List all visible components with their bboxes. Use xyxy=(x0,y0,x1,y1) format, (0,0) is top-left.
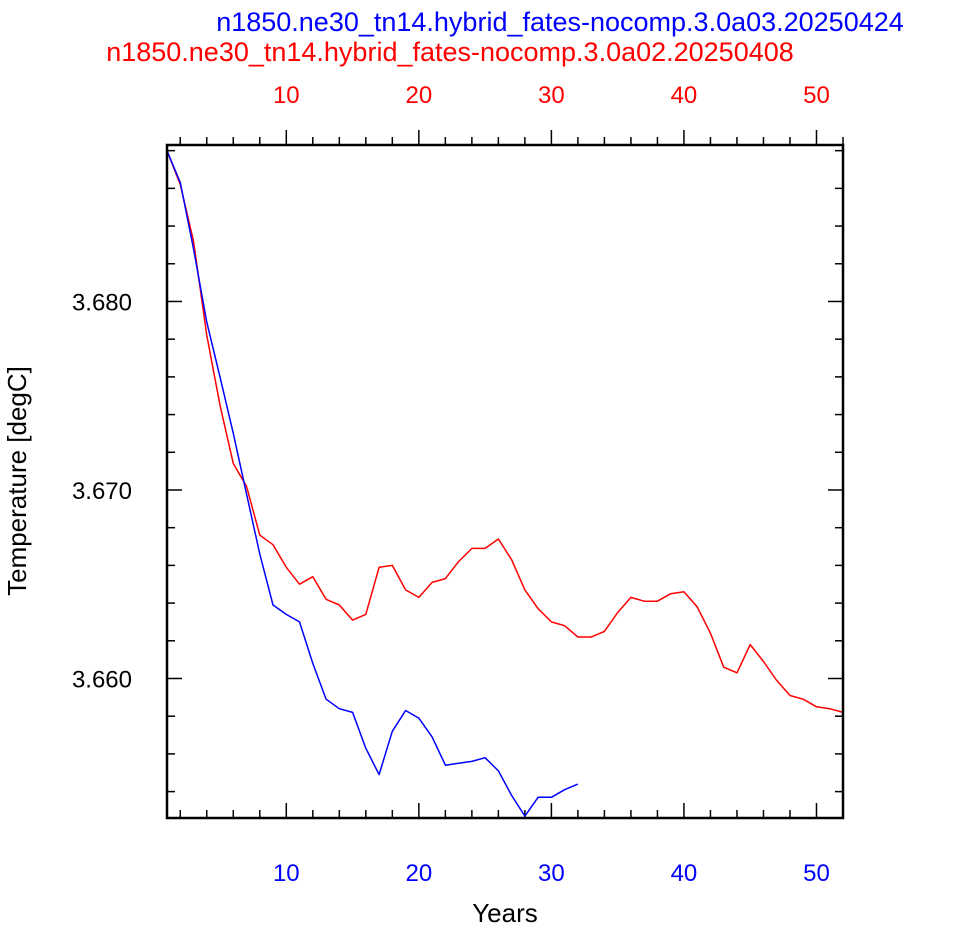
series-lines xyxy=(166,150,844,817)
series-line xyxy=(166,150,579,817)
y-tick-label: 3.670 xyxy=(72,478,132,505)
x-tick-label-bottom: 20 xyxy=(405,860,432,887)
x-tick-label-top: 20 xyxy=(405,82,432,109)
chart-title-series-a03: n1850.ne30_tn14.hybrid_fates-nocomp.3.0a… xyxy=(216,7,904,37)
x-tick-label-bottom: 40 xyxy=(671,860,698,887)
y-axis-title: Temperature [degC] xyxy=(2,366,32,596)
tick-labels: 10 10 20 20 30 30 40 40 50 50 3.660 3.670 3.680 xyxy=(72,82,830,887)
x-tick-label-top: 30 xyxy=(538,82,565,109)
axis-ticks xyxy=(167,130,844,818)
x-tick-label-top: 50 xyxy=(803,82,830,109)
y-tick-label: 3.680 xyxy=(72,289,132,316)
plot-frame xyxy=(165,143,845,820)
x-tick-label-top: 10 xyxy=(273,82,300,109)
chart-title-series-a02: n1850.ne30_tn14.hybrid_fates-nocomp.3.0a… xyxy=(106,37,794,67)
x-tick-label-top: 40 xyxy=(671,82,698,109)
x-axis-title: Years xyxy=(472,898,538,928)
y-tick-label: 3.660 xyxy=(72,666,132,693)
series-line xyxy=(166,150,844,714)
x-tick-label-bottom: 30 xyxy=(538,860,565,887)
x-tick-label-bottom: 10 xyxy=(273,860,300,887)
x-tick-label-bottom: 50 xyxy=(803,860,830,887)
